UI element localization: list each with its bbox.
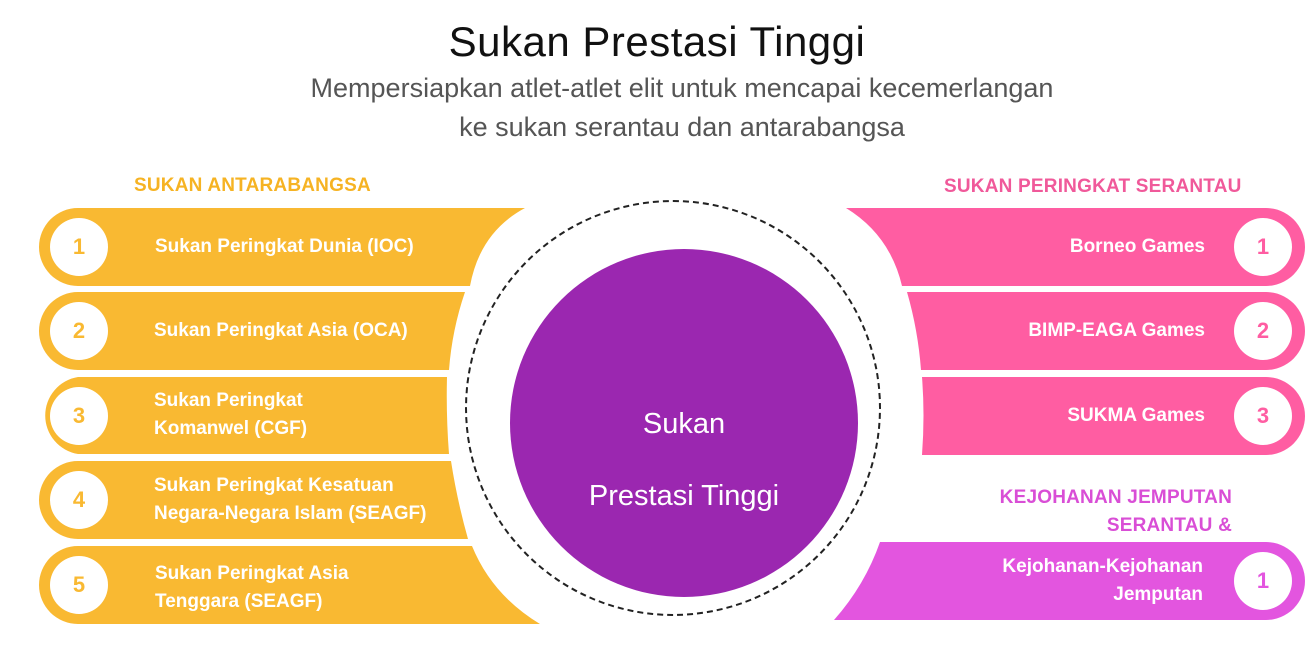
left-item-4-line-1: Sukan Peringkat Kesatuan (154, 475, 394, 496)
right-section-heading: SUKAN PERINGKAT SERANTAU (944, 176, 1242, 197)
left-item-5-line-2: Tenggara (SEAGF) (155, 591, 323, 612)
left-item-2-line-1: Sukan Peringkat Asia (OCA) (154, 320, 408, 341)
page-title: Sukan Prestasi Tinggi (448, 18, 866, 65)
left-item-1-number: 1 (50, 218, 108, 276)
right-item-3-line-1: SUKMA Games (1067, 405, 1205, 426)
center-circle (510, 249, 858, 597)
left-item-3-line-1: Sukan Peringkat (154, 390, 303, 411)
invite-item-1-line-1: Kejohanan-Kejohanan (1002, 556, 1203, 577)
left-item-2-number: 2 (50, 302, 108, 360)
right-item-2-label: BIMP-EAGA Games (940, 317, 1205, 345)
invite-band-1 (834, 542, 1305, 620)
right-item-2-number: 2 (1234, 302, 1292, 360)
invite-heading-line-1: KEJOHANAN JEMPUTAN (999, 487, 1232, 508)
left-item-4-label: Sukan Peringkat Kesatuan Negara-Negara I… (154, 472, 426, 528)
left-item-2-label: Sukan Peringkat Asia (OCA) (154, 317, 408, 345)
invite-item-1-number: 1 (1234, 552, 1292, 610)
right-band-1 (846, 208, 1305, 286)
left-item-4-line-2: Negara-Negara Islam (SEAGF) (154, 503, 427, 524)
left-section-heading: SUKAN ANTARABANGSA (134, 175, 371, 196)
left-item-5-label: Sukan Peringkat Asia Tenggara (SEAGF) (155, 560, 349, 616)
dashed-ring (465, 200, 881, 616)
center-label-line-1: Sukan (642, 408, 726, 440)
right-item-2-line-1: BIMP-EAGA Games (1028, 320, 1205, 341)
left-item-5-number: 5 (50, 556, 108, 614)
left-band-2 (39, 292, 465, 370)
right-band-2 (907, 292, 1305, 370)
left-item-3-number: 3 (50, 387, 108, 445)
left-item-4-number: 4 (50, 471, 108, 529)
left-item-1-line-1: Sukan Peringkat Dunia (IOC) (155, 236, 414, 257)
right-band-3 (922, 377, 1305, 455)
right-item-3-number: 3 (1234, 387, 1292, 445)
left-item-3-label: Sukan Peringkat Komanwel (CGF) (154, 387, 307, 443)
left-band-1 (39, 208, 525, 286)
right-item-1-number: 1 (1234, 218, 1292, 276)
subtitle-line-1: Mempersiapkan atlet-atlet elit untuk men… (310, 73, 1054, 103)
left-band-4 (39, 461, 468, 539)
left-item-5-line-1: Sukan Peringkat Asia (155, 563, 349, 584)
right-item-1-line-1: Borneo Games (1069, 236, 1205, 257)
invite-item-1-label: Kejohanan-Kejohanan Jemputan (900, 553, 1203, 609)
right-item-3-label: SUKMA Games (940, 402, 1205, 430)
invite-item-1-line-2: Jemputan (1113, 584, 1203, 605)
left-item-1-label: Sukan Peringkat Dunia (IOC) (155, 233, 414, 261)
left-band-5 (39, 546, 540, 624)
left-band-3 (45, 377, 449, 454)
left-item-3-line-2: Komanwel (CGF) (154, 418, 308, 439)
center-label: Sukan Prestasi Tinggi (560, 370, 808, 550)
right-item-1-label: Borneo Games (940, 233, 1205, 261)
center-label-line-2: Prestasi Tinggi (588, 480, 780, 512)
subtitle-line-2: ke sukan serantau dan antarabangsa (459, 112, 905, 142)
